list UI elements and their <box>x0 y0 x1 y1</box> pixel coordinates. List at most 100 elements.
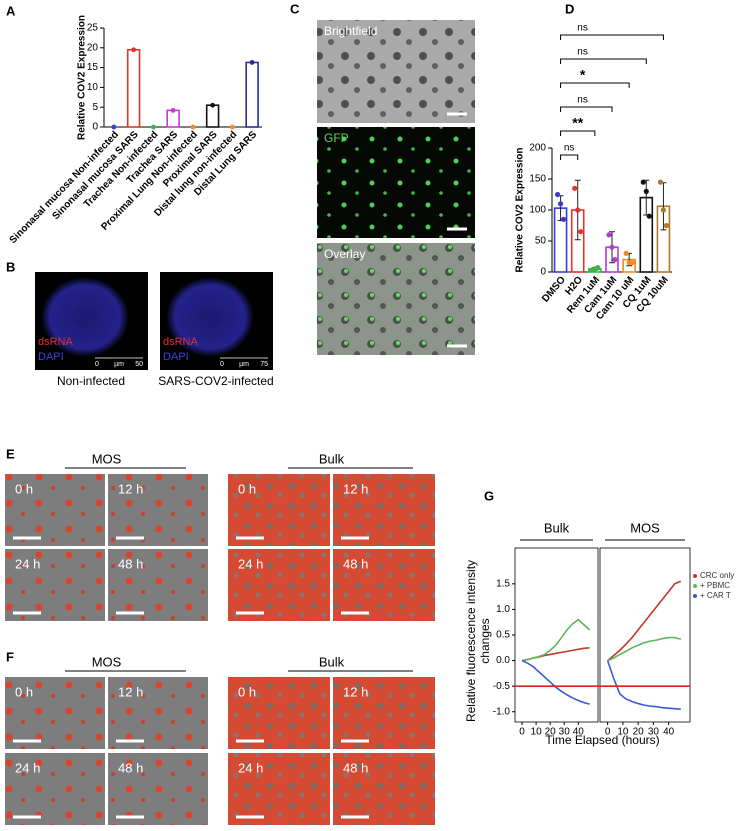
bar-top <box>229 124 235 130</box>
data-point <box>578 229 584 235</box>
x-tick-label: 40 <box>573 727 585 738</box>
time-label: 12 h <box>343 684 368 699</box>
image-caption: SARS-COV2-infected <box>158 374 273 388</box>
y-tick-label: 10 <box>87 82 99 93</box>
significance-bracket <box>560 130 596 136</box>
bar-top <box>150 124 156 130</box>
y-tick-label: 100 <box>529 205 546 216</box>
data-point <box>575 207 581 213</box>
y-tick-label: 20 <box>87 42 99 53</box>
facet-title: MOS <box>630 520 660 535</box>
panel-label: B <box>6 259 15 274</box>
scale-label: 75 <box>260 361 268 368</box>
y-tick-label: 0 <box>540 267 546 278</box>
image-label: Overlay <box>324 247 365 261</box>
significance-bracket <box>560 106 613 112</box>
significance-bracket <box>560 34 664 40</box>
time-label: 24 h <box>238 556 263 571</box>
data-point <box>606 232 612 238</box>
y-tick-label: 1.0 <box>496 604 510 615</box>
time-label: 48 h <box>118 760 143 775</box>
y-tick-label: 50 <box>535 236 547 247</box>
significance-label: ns <box>577 95 588 106</box>
time-label: 0 h <box>15 481 33 496</box>
bar-top <box>190 124 196 130</box>
line <box>521 618 591 662</box>
data-point <box>660 207 667 213</box>
significance-label: ns <box>577 23 588 34</box>
group-label: Bulk <box>319 451 345 466</box>
image-caption: Non-infected <box>57 374 125 388</box>
data-point <box>646 213 652 219</box>
data-point <box>663 222 670 229</box>
x-tick-label: 0 <box>519 727 525 738</box>
image <box>108 677 208 749</box>
significance-bracket <box>560 58 647 64</box>
x-tick-label: 20 <box>545 727 557 738</box>
image-label: GFP <box>324 131 349 145</box>
bar-top <box>111 124 117 130</box>
data-point <box>595 265 601 271</box>
y-axis-label: Relative COV2 Expression <box>77 15 88 140</box>
image <box>228 549 330 621</box>
legend-label: + PBMC <box>700 581 730 590</box>
data-point <box>643 188 649 194</box>
data-point <box>640 179 646 185</box>
line <box>521 659 590 705</box>
x-tick-label: 40 <box>663 727 675 738</box>
group-label: MOS <box>92 451 122 466</box>
y-tick-label: 25 <box>87 23 99 34</box>
x-tick-label: 30 <box>648 727 660 738</box>
time-label: 12 h <box>118 481 143 496</box>
x-axis-label: Time Elapsed (hours) <box>545 733 659 747</box>
data-point <box>657 179 664 185</box>
time-label: 24 h <box>238 760 263 775</box>
bar <box>126 48 141 128</box>
data-point <box>554 191 561 198</box>
panel-label: G <box>484 488 494 503</box>
line <box>607 580 682 662</box>
time-label: 12 h <box>118 684 143 699</box>
data-point <box>612 257 618 263</box>
line <box>606 660 681 711</box>
image <box>333 549 435 621</box>
data-point <box>557 201 564 207</box>
time-label: 48 h <box>118 556 143 571</box>
group-label: MOS <box>92 654 122 669</box>
data-point <box>560 216 567 222</box>
image <box>108 549 208 621</box>
significance-bracket <box>560 154 579 160</box>
significance-bracket <box>560 82 630 88</box>
image <box>5 549 105 621</box>
image <box>5 677 105 749</box>
significance-label: ns <box>577 47 588 58</box>
facet-title: Bulk <box>544 520 570 535</box>
x-tick-label: 10 <box>617 727 629 738</box>
panel-label: C <box>290 1 300 16</box>
image-cells <box>166 277 254 357</box>
panel-label: D <box>565 1 574 16</box>
image <box>228 753 330 825</box>
bar-top <box>170 107 176 113</box>
bar-top <box>131 47 137 53</box>
y-tick-label: 1.5 <box>496 578 510 589</box>
image <box>228 677 330 749</box>
time-label: 48 h <box>343 556 368 571</box>
time-label: 48 h <box>343 760 368 775</box>
y-tick-label: 15 <box>87 62 99 73</box>
y-tick-label: 5 <box>92 102 98 113</box>
data-point <box>629 260 635 266</box>
x-tick-label: 30 <box>559 727 571 738</box>
scale-label: 0 <box>95 361 99 368</box>
image <box>228 474 330 546</box>
time-label: 24 h <box>15 760 40 775</box>
significance-label: ** <box>572 115 583 131</box>
significance-label: * <box>580 67 586 83</box>
stain-label: dsRNA <box>163 336 199 348</box>
legend-marker <box>693 594 697 598</box>
image <box>333 677 435 749</box>
y-tick-label: 0 <box>92 122 98 133</box>
panel-label: A <box>6 3 16 18</box>
image <box>108 753 208 825</box>
y-axis-label: Relative fluorescence intensity changes <box>464 559 492 723</box>
